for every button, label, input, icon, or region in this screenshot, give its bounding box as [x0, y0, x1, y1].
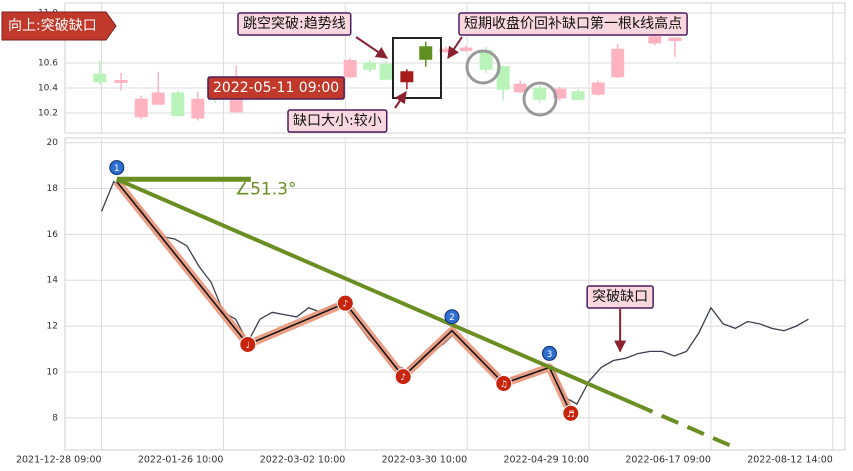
annotation-text: 突破缺口: [592, 289, 648, 305]
fill-circle: [522, 81, 558, 117]
candle-body: [114, 80, 128, 83]
candle-body: [400, 71, 414, 83]
callout-arrow: [394, 91, 407, 109]
candle-body: [668, 37, 682, 41]
callout-arrow: [355, 36, 388, 59]
bottom-panel: [64, 137, 846, 451]
candle-body: [611, 48, 625, 78]
y-tick-label: 16: [47, 230, 59, 240]
annotation-box: [287, 109, 388, 133]
candle-body: [93, 73, 107, 83]
annotation-box: [207, 76, 345, 100]
annotation-box: [458, 12, 688, 36]
annotation-text: 跳空突破:趋势线: [243, 16, 346, 32]
x-tick-label: 2022-03-02 10:00: [260, 455, 346, 466]
pivot-label: ♪: [342, 300, 348, 310]
x-tick-label: 2021-12-28 09:00: [16, 455, 102, 466]
annotation-box: [237, 12, 352, 36]
candle-body: [343, 60, 357, 78]
candle-body: [191, 98, 205, 119]
pivot-label: 1: [114, 164, 120, 174]
candle-body: [419, 46, 433, 60]
candle-body: [151, 92, 165, 105]
fill-circle: [465, 49, 501, 85]
y-tick-label: 8: [52, 413, 58, 423]
candle-body: [171, 92, 185, 116]
y-tick-label: 20: [47, 138, 59, 148]
candle-body: [134, 98, 148, 118]
candle-body: [379, 63, 393, 80]
pivot-label: ♫: [500, 380, 508, 390]
annotation-text: 缺口大小:较小: [293, 113, 382, 129]
annotation-text: 短期收盘价回补缺口第一根k线高点: [464, 15, 682, 32]
y-tick-label: 10.4: [38, 84, 58, 94]
candle-body: [591, 82, 605, 95]
annotation-text: 2022-05-11 09:00: [213, 80, 339, 96]
pivot-label: ♬: [567, 410, 575, 420]
pivot-marker: [541, 345, 557, 361]
x-tick-label: 2022-08-12 14:00: [747, 455, 833, 466]
pivot-marker: [444, 309, 460, 325]
y-tick-label: 12: [47, 322, 58, 332]
header-tag: 向上:突破缺口: [8, 18, 97, 34]
x-tick-label: 2022-01-26 10:00: [138, 455, 224, 466]
pattern-line: [116, 181, 572, 414]
x-tick-label: 2022-03-30 10:00: [382, 455, 468, 466]
gap-highlight: [392, 37, 442, 99]
candle-body: [363, 62, 377, 70]
pivot-label: ♩: [246, 341, 250, 351]
pivot-marker: [239, 335, 257, 353]
x-tick-label: 2022-06-17 09:00: [625, 455, 711, 466]
pivot-marker: [495, 374, 513, 392]
y-tick-label: 10: [47, 368, 59, 378]
angle-label: ∠51.3°: [235, 179, 297, 199]
pivot-label: ♪: [400, 373, 406, 383]
marks: ∠51.3° 1 ♩ ♪ ♪ 2 ♫ 3 ♬: [93, 30, 809, 450]
callout-arrow: [447, 36, 463, 59]
pivot-marker: [394, 368, 412, 386]
trendline-projection: [635, 402, 737, 450]
pivot-label: 2: [449, 313, 455, 323]
pivot-marker: [109, 160, 125, 176]
pivot-label: 3: [547, 350, 553, 360]
y-tick-label: 14: [47, 276, 59, 286]
candle-body: [571, 91, 585, 100]
pivot-marker: [336, 294, 354, 312]
candle-body: [513, 83, 527, 93]
trendline: [116, 177, 637, 407]
y-tick-label: 10.6: [38, 59, 58, 69]
annotation-box: [586, 285, 654, 309]
candle-body: [533, 87, 547, 100]
candle-body: [648, 36, 662, 44]
candle-body: [459, 47, 473, 51]
annotations: 突破缺口 跳空突破:趋势线 2022-05-11 09:00 缺口大小:较小 短期收盘价…: [207, 12, 688, 353]
pivot-marker: [562, 404, 580, 422]
y-tick-label: 18: [47, 184, 59, 194]
candle-body: [496, 66, 510, 90]
x-tick-label: 2022-04-29 10:00: [503, 455, 589, 466]
y-tick-label: 10.2: [38, 109, 58, 119]
header-tag-shape: [1, 11, 117, 41]
